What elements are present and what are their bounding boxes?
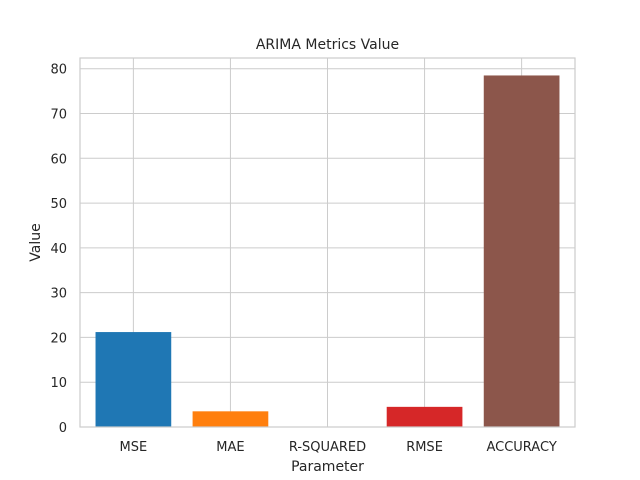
x-tick-label: R-SQUARED (289, 440, 366, 455)
y-tick-label: 40 (50, 242, 67, 257)
x-tick-labels: MSE MAE R-SQUARED RMSE ACCURACY (120, 440, 557, 455)
bar-mae (192, 411, 269, 427)
bar-mse (95, 332, 172, 427)
y-tick-label: 70 (50, 108, 67, 123)
x-tick-label: MSE (120, 440, 148, 455)
y-tick-label: 60 (50, 152, 67, 167)
x-tick-label: MAE (216, 440, 244, 455)
y-tick-label: 20 (50, 331, 67, 346)
y-tick-label: 50 (50, 197, 67, 212)
bar-rmse (386, 406, 463, 427)
chart-title: ARIMA Metrics Value (256, 37, 399, 53)
y-axis-label: Value (28, 223, 44, 261)
x-tick-label: ACCURACY (486, 440, 556, 455)
x-tick-label: RMSE (406, 440, 443, 455)
plot-frame (79, 57, 576, 428)
bars-layer (95, 75, 560, 427)
y-tick-labels: 0 10 20 30 40 50 60 70 80 (50, 63, 67, 436)
y-tick-label: 10 (50, 376, 67, 391)
y-tick-label: 30 (50, 287, 67, 302)
y-tick-label: 0 (59, 421, 67, 436)
y-tick-label: 80 (50, 63, 67, 78)
bar-accuracy (483, 75, 560, 427)
x-axis-label: Parameter (291, 459, 364, 475)
